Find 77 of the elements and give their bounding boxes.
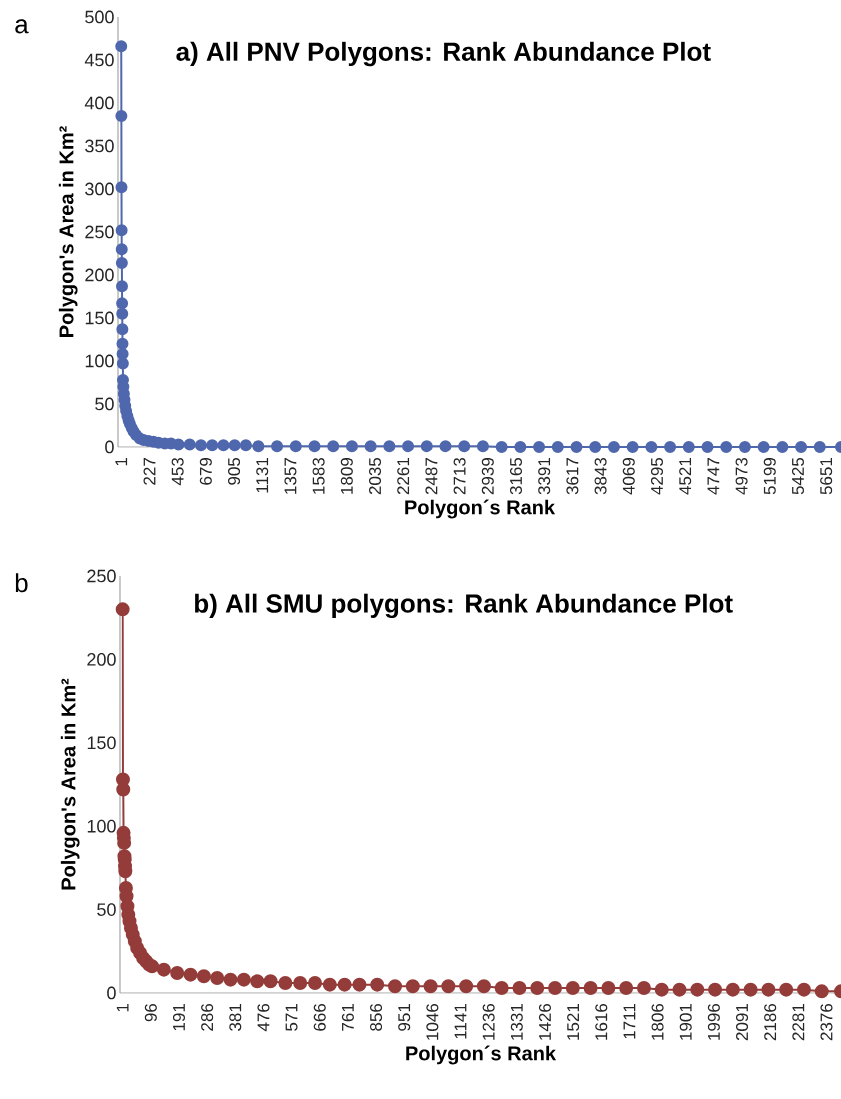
y-tick-label: 50 (95, 397, 114, 411)
x-tick-label: 951 (398, 1004, 411, 1031)
x-tick-label: 96 (144, 1003, 157, 1022)
text: a) All PNV Polygons: Rank Abundance Plot (176, 41, 711, 67)
x-tick-label: 4069 (622, 458, 635, 495)
x-tick-label: 2713 (453, 457, 466, 495)
y-tick-label: 250 (87, 569, 116, 583)
x-tick-label: 2281 (792, 1004, 805, 1041)
x-tick-label: 5651 (820, 458, 833, 495)
x-axis-title: Polygon´s Rank (405, 499, 556, 519)
y-tick-label: 0 (107, 986, 116, 1000)
x-tick-label: 3617 (566, 458, 579, 495)
x-tick-label: 571 (285, 1004, 298, 1031)
x-tick-label: 2939 (481, 458, 494, 495)
y-tick-label: 100 (85, 354, 114, 368)
x-tick-label: 4973 (735, 457, 748, 495)
x-tick-label: 905 (228, 457, 241, 485)
y-tick-label: 50 (97, 903, 116, 916)
x-tick-label: 2487 (425, 458, 438, 495)
x-tick-label: 679 (199, 457, 212, 485)
x-tick-label: 1046 (426, 1003, 439, 1040)
y-tick-label: 500 (85, 10, 114, 24)
y-tick-label: 0 (105, 440, 114, 454)
x-tick-label: 3391 (538, 458, 551, 495)
y-tick-label: 150 (85, 311, 114, 325)
text: b) All SMU polygons: Rank Abundance Plot (195, 593, 733, 619)
x-tick-label: 4295 (650, 457, 663, 495)
x-tick-label: 1426 (538, 1003, 551, 1040)
x-tick-label: 2035 (368, 457, 382, 495)
x-tick-label: 1901 (679, 1004, 692, 1040)
x-tick-label: 4747 (707, 458, 720, 495)
y-axis-title: Polygon's Area in Km² (58, 126, 78, 337)
x-tick-label: 1141 (454, 1004, 467, 1039)
y-tick-label: 250 (85, 225, 114, 239)
x-tick-label: 5199 (763, 458, 776, 495)
x-tick-label: 1131 (256, 458, 269, 493)
x-tick-label: 2376 (820, 1003, 833, 1041)
x-tick-label: 3165 (509, 457, 523, 495)
y-tick-label: 100 (87, 819, 116, 833)
y-tick-label: 150 (87, 736, 116, 750)
x-tick-label: 1616 (595, 1003, 608, 1040)
x-tick-label: 1357 (284, 458, 297, 494)
x-tick-label: 761 (341, 1004, 354, 1031)
x-tick-label: 5425 (791, 457, 804, 495)
x-tick-label: 1331 (510, 1004, 523, 1040)
x-tick-label: 1809 (340, 458, 353, 494)
x-axis-title: Polygon´s Rank (406, 1045, 557, 1065)
x-tick-label: 453 (171, 457, 184, 486)
x-tick-label: 2261 (397, 458, 410, 495)
x-tick-label: 666 (313, 1003, 326, 1031)
text: a (15, 19, 29, 34)
y-tick-label: 200 (85, 268, 114, 282)
x-tick-label: 4521 (679, 458, 692, 495)
x-tick-label: 1 (116, 1004, 129, 1012)
y-tick-label: 200 (87, 653, 116, 666)
x-tick-label: 227 (143, 458, 156, 485)
x-tick-label: 2186 (764, 1003, 777, 1041)
x-tick-label: 286 (201, 1003, 214, 1031)
x-tick-label: 3843 (594, 457, 607, 495)
y-axis-title: Polygon's Area in Km² (60, 678, 80, 890)
y-tick-label: 300 (85, 182, 114, 196)
x-tick-label: 1236 (482, 1003, 495, 1040)
y-tick-label: 350 (85, 139, 114, 153)
x-tick-label: 1521 (567, 1004, 580, 1040)
x-tick-label: 476 (257, 1003, 270, 1032)
y-tick-label: 450 (84, 53, 114, 67)
x-tick-label: 1996 (707, 1003, 720, 1040)
text: b (15, 573, 28, 593)
x-tick-label: 2091 (736, 1004, 749, 1041)
y-tick-label: 400 (84, 96, 114, 110)
x-tick-label: 1583 (312, 457, 325, 494)
x-tick-label: 856 (370, 1003, 383, 1031)
x-tick-label: 191 (172, 1004, 185, 1031)
x-tick-label: 381 (229, 1004, 242, 1031)
x-tick-label: 1711 (623, 1004, 636, 1039)
x-tick-label: 1 (115, 458, 128, 466)
x-tick-label: 1806 (651, 1003, 664, 1040)
